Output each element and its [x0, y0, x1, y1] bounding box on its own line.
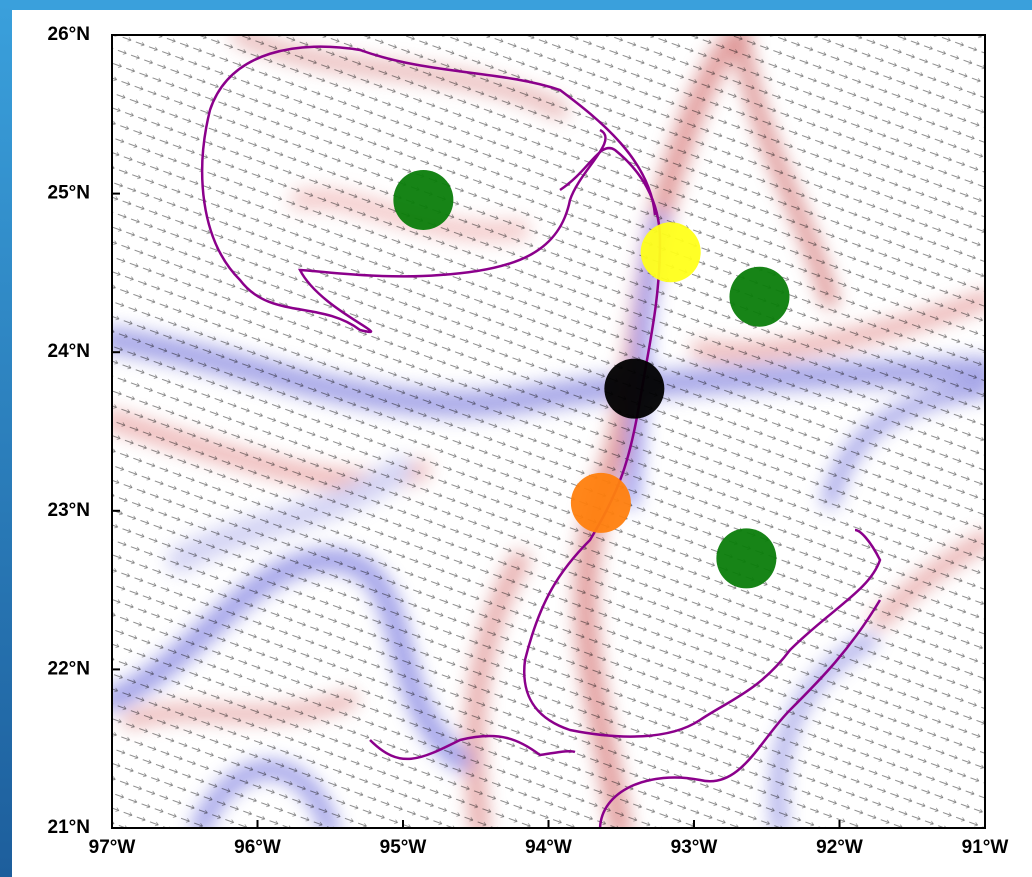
plot-area [112, 35, 985, 830]
x-tick-label: 95°W [380, 837, 427, 858]
x-tick-label: 93°W [671, 837, 718, 858]
y-tick-label: 24°N [48, 341, 90, 362]
x-tick-label: 94°W [525, 837, 572, 858]
station-marker [716, 528, 776, 588]
y-tick-label: 26°N [48, 24, 90, 45]
x-tick-label: 97°W [89, 837, 136, 858]
station-marker [641, 222, 701, 282]
x-tick-label: 96°W [234, 837, 281, 858]
velocity-arrows [112, 35, 985, 828]
x-tick-label: 91°W [962, 837, 1009, 858]
frame-left [0, 0, 12, 877]
station-marker [604, 359, 664, 419]
station-marker [571, 473, 631, 533]
station-marker [393, 170, 453, 230]
map-figure: 97°W 96°W 95°W 94°W 93°W 92°W 91°W 21°N 22°N 23°N… [0, 0, 1032, 877]
y-tick-label: 22°N [48, 658, 90, 679]
x-tick-label: 92°W [816, 837, 863, 858]
y-tick-label: 25°N [48, 183, 90, 204]
y-tick-label: 21°N [48, 817, 90, 838]
frame-top [0, 0, 1032, 10]
station-marker [729, 267, 789, 327]
y-tick-label: 23°N [48, 500, 90, 521]
